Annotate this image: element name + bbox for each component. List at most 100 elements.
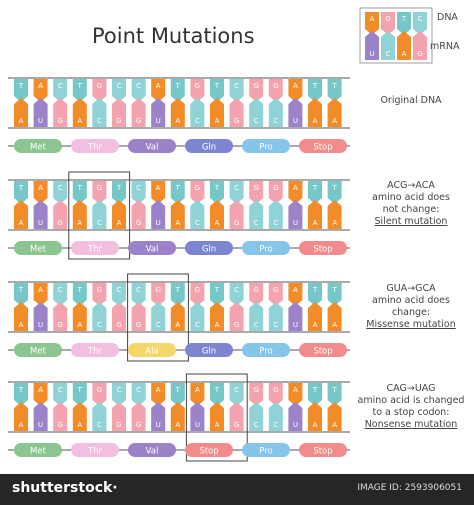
amino-acid-label: Ala bbox=[145, 347, 158, 357]
dna-nucleotide-base bbox=[33, 181, 48, 204]
dna-nucleotide-base bbox=[327, 283, 342, 306]
mrna-nucleotide-letter: C bbox=[156, 321, 161, 329]
dna-nucleotide-letter: A bbox=[195, 386, 200, 394]
dna-nucleotide-letter: C bbox=[117, 386, 122, 394]
dna-nucleotide-letter: T bbox=[312, 386, 318, 394]
dna-nucleotide-base bbox=[308, 283, 322, 306]
dna-nucleotide-letter: T bbox=[175, 286, 181, 294]
amino-acid-thr: Thr bbox=[71, 241, 119, 255]
label-missense-type: Missense mutation bbox=[366, 319, 456, 330]
dna-nucleotide-base bbox=[72, 181, 87, 204]
mrna-nucleotide-base bbox=[268, 302, 283, 331]
mrna-nucleotide-letter: C bbox=[195, 117, 200, 125]
dna-nucleotide-letter: T bbox=[312, 184, 318, 192]
dna-nucleotide-letter: C bbox=[136, 82, 141, 90]
mrna-nucleotide-letter: A bbox=[313, 219, 318, 227]
mrna-nucleotide-letter: A bbox=[175, 321, 180, 329]
amino-acid-ala: Ala bbox=[128, 343, 176, 357]
dna-nucleotide-base bbox=[170, 283, 185, 306]
dna-nucleotide-letter: A bbox=[38, 286, 43, 294]
amino-acid-label: Stop bbox=[313, 143, 332, 153]
label-silent: ACG→ACA amino acid does not change: Sile… bbox=[356, 180, 466, 228]
dna-nucleotide-letter: G bbox=[273, 82, 278, 90]
dna-nucleotide-letter: A bbox=[38, 184, 43, 192]
dna-nucleotide-letter: T bbox=[175, 82, 181, 90]
mrna-nucleotide-base bbox=[151, 302, 166, 331]
mrna-nucleotide-letter: A bbox=[19, 321, 24, 329]
mrna-nucleotide-base bbox=[131, 402, 146, 431]
mrna-nucleotide-letter: A bbox=[215, 321, 220, 329]
mrna-nucleotide-letter: G bbox=[116, 421, 121, 429]
legend-dna-letter: G bbox=[385, 15, 390, 23]
amino-acid-stop: Stop bbox=[299, 241, 347, 255]
dna-nucleotide-base bbox=[190, 283, 205, 306]
dna-nucleotide-base bbox=[72, 79, 87, 102]
dna-nucleotide-letter: C bbox=[58, 82, 63, 90]
dna-nucleotide-base bbox=[53, 79, 68, 102]
dna-nucleotide-letter: C bbox=[234, 386, 239, 394]
mrna-nucleotide-base bbox=[288, 200, 303, 229]
amino-acid-met: Met bbox=[14, 343, 62, 357]
dna-nucleotide-base bbox=[131, 181, 146, 204]
mrna-nucleotide-letter: A bbox=[332, 321, 337, 329]
amino-acid-stop: Stop bbox=[299, 443, 347, 457]
amino-acid-label: Thr bbox=[87, 245, 103, 255]
mrna-nucleotide-base bbox=[72, 200, 87, 229]
mrna-nucleotide-letter: A bbox=[313, 421, 318, 429]
mrna-nucleotide-letter: C bbox=[97, 321, 102, 329]
mrna-nucleotide-base bbox=[33, 200, 48, 229]
mrna-nucleotide-letter: U bbox=[156, 421, 161, 429]
legend-dna-letter: A bbox=[370, 15, 375, 23]
dna-nucleotide-base bbox=[53, 383, 68, 406]
dna-nucleotide-base bbox=[229, 283, 244, 306]
dna-nucleotide-letter: C bbox=[234, 82, 239, 90]
mrna-nucleotide-letter: A bbox=[215, 421, 220, 429]
label-nonsense-change: CAG→UAG bbox=[386, 383, 436, 394]
legend: A G T C U C A G bbox=[359, 7, 433, 64]
dna-nucleotide-letter: T bbox=[18, 286, 24, 294]
legend-mrna-base bbox=[365, 31, 379, 60]
mrna-nucleotide-letter: G bbox=[234, 321, 239, 329]
mrna-nucleotide-letter: A bbox=[332, 421, 337, 429]
mrna-nucleotide-base bbox=[33, 302, 48, 331]
amino-acid-gln: Gln bbox=[185, 343, 233, 357]
mrna-nucleotide-letter: C bbox=[254, 321, 259, 329]
dna-nucleotide-base bbox=[288, 79, 303, 102]
label-missense-line3: change: bbox=[391, 307, 431, 318]
mrna-nucleotide-base bbox=[92, 200, 107, 229]
mrna-nucleotide-base bbox=[14, 402, 28, 431]
dna-nucleotide-letter: T bbox=[214, 184, 220, 192]
mrna-nucleotide-base bbox=[308, 98, 322, 127]
mrna-nucleotide-letter: C bbox=[254, 421, 259, 429]
mrna-nucleotide-letter: A bbox=[313, 321, 318, 329]
dna-nucleotide-letter: T bbox=[18, 82, 24, 90]
mrna-nucleotide-base bbox=[308, 302, 322, 331]
mrna-nucleotide-base bbox=[190, 402, 205, 431]
amino-acid-met: Met bbox=[14, 443, 62, 457]
legend-dna-base bbox=[365, 12, 379, 35]
dna-nucleotide-base bbox=[249, 181, 264, 204]
mrna-nucleotide-letter: G bbox=[116, 117, 121, 125]
legend-dna-label: DNA bbox=[437, 12, 458, 23]
dna-nucleotide-base bbox=[112, 79, 126, 102]
dna-nucleotide-letter: G bbox=[273, 184, 278, 192]
mrna-nucleotide-base bbox=[53, 200, 68, 229]
dna-nucleotide-base bbox=[268, 283, 283, 306]
dna-nucleotide-base bbox=[33, 79, 48, 102]
dna-nucleotide-letter: T bbox=[116, 184, 122, 192]
mrna-nucleotide-letter: U bbox=[156, 117, 161, 125]
amino-acid-pill bbox=[71, 241, 119, 255]
dna-nucleotide-letter: A bbox=[293, 184, 298, 192]
mrna-nucleotide-letter: A bbox=[77, 219, 82, 227]
dna-nucleotide-base bbox=[308, 181, 322, 204]
amino-acid-label: Stop bbox=[313, 447, 332, 457]
dna-nucleotide-base bbox=[288, 383, 303, 406]
mrna-nucleotide-base bbox=[131, 302, 146, 331]
amino-acid-label: Met bbox=[30, 143, 47, 153]
mrna-nucleotide-base bbox=[190, 200, 205, 229]
amino-acid-label: Pro bbox=[259, 245, 273, 255]
amino-acid-label: Gln bbox=[202, 245, 216, 255]
mrna-nucleotide-base bbox=[327, 402, 342, 431]
dna-nucleotide-letter: G bbox=[253, 82, 258, 90]
mrna-nucleotide-letter: G bbox=[57, 321, 62, 329]
